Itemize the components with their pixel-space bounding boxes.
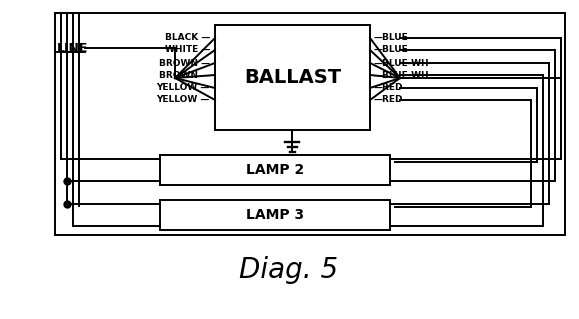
Text: YELLOW —: YELLOW — <box>157 95 210 105</box>
Bar <box>215 25 370 130</box>
Text: —BLUE-WH: —BLUE-WH <box>373 70 428 79</box>
Bar <box>55 13 565 235</box>
Text: —RED: —RED <box>373 95 402 105</box>
Text: —BLUE-WH: —BLUE-WH <box>373 58 428 68</box>
Text: —BLUE: —BLUE <box>373 46 408 55</box>
Text: LINE: LINE <box>57 41 89 55</box>
Text: BROWN —: BROWN — <box>159 58 210 68</box>
Text: WHITE —: WHITE — <box>164 46 210 55</box>
Text: —BLUE: —BLUE <box>373 33 408 42</box>
Text: YELLOW —: YELLOW — <box>157 84 210 93</box>
Bar <box>160 155 390 185</box>
Text: LAMP 2: LAMP 2 <box>246 163 304 177</box>
Text: BALLAST: BALLAST <box>244 68 341 87</box>
Text: —RED: —RED <box>373 84 402 93</box>
Text: LAMP 3: LAMP 3 <box>246 208 304 222</box>
Text: BLACK —: BLACK — <box>164 33 210 42</box>
Text: Diag. 5: Diag. 5 <box>240 256 339 284</box>
Bar <box>160 200 390 230</box>
Text: BROWN —: BROWN — <box>159 70 210 79</box>
